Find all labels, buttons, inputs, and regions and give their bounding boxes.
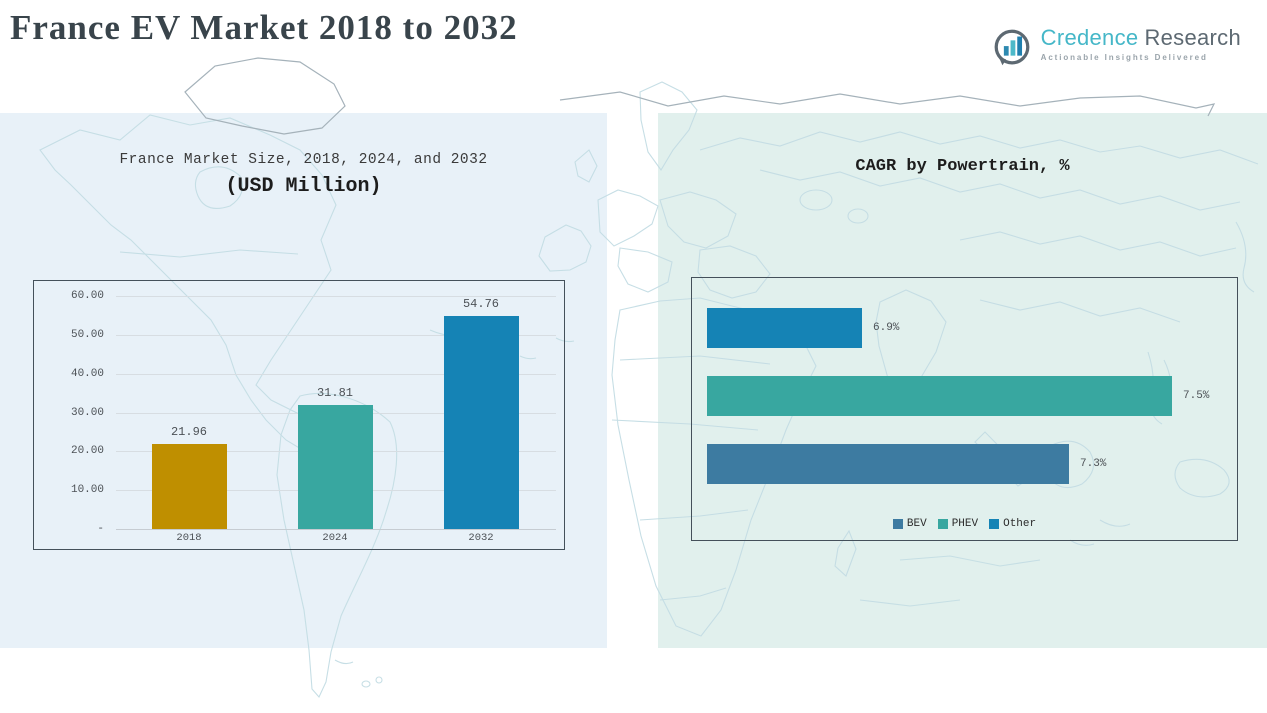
brand-tagline: Actionable Insights Delivered (1040, 53, 1208, 62)
bar-column: 31.81 (263, 386, 408, 529)
bar-value-label: 21.96 (170, 424, 207, 439)
x-axis-label: 2024 (322, 532, 348, 544)
brand-primary: Credence (1040, 25, 1139, 50)
hbar-phev (707, 376, 1172, 416)
x-axis-label: 2032 (468, 532, 494, 544)
legend-label: BEV (906, 518, 927, 530)
legend-swatch (989, 519, 1000, 529)
cagr-chart-title: CAGR by Powertrain, % (855, 157, 1070, 176)
cagr-chart: 6.9% 7.5% 7.3% BEV PHEV Other (691, 277, 1238, 541)
bar-column: 54.76 (409, 297, 554, 529)
plot-area: 21.96 31.81 54.76 (116, 296, 554, 529)
hbar-row: 7.3% (707, 444, 1237, 484)
legend-item: BEV (892, 518, 927, 530)
page-title: France EV Market 2018 to 2032 (10, 8, 518, 47)
legend-label: PHEV (951, 518, 979, 530)
hbar-rows: 6.9% 7.5% 7.3% (707, 308, 1237, 484)
y-axis-label: 30.00 (70, 406, 104, 419)
y-axis-label: - (97, 523, 104, 535)
legend-label: Other (1003, 518, 1037, 530)
y-axis-label: 60.00 (70, 290, 104, 302)
x-axis-label: 2018 (176, 532, 202, 544)
legend: BEV PHEV Other (692, 518, 1237, 530)
hbar-value-label: 7.5% (1183, 390, 1210, 402)
legend-item: PHEV (937, 518, 979, 530)
logo: Credence Research Actionable Insights Del… (990, 26, 1241, 70)
hbar-value-label: 6.9% (873, 322, 900, 334)
legend-swatch (892, 519, 903, 529)
hbar-row: 7.5% (707, 376, 1237, 416)
bar-value-label: 54.76 (462, 297, 499, 312)
hbar-row: 6.9% (707, 308, 1237, 348)
y-axis-label: 10.00 (70, 484, 104, 497)
bar-2024 (297, 405, 373, 529)
legend-swatch (937, 519, 948, 529)
market-size-chart-header: France Market Size, 2018, 2024, and 2032… (0, 152, 607, 198)
y-axis-label: 50.00 (70, 328, 104, 341)
bar-2032 (443, 316, 519, 529)
bar-2018 (151, 443, 227, 529)
bar-chart-bubble-icon (994, 29, 1030, 66)
x-axis: 2018 2024 2032 (116, 532, 554, 544)
logo-text: Credence Research Actionable Insights Del… (1040, 26, 1241, 63)
market-size-chart: 60.00 50.00 40.00 30.00 20.00 10.00 - 21.96 31.… (33, 280, 565, 550)
brand-name: Credence Research (1041, 26, 1241, 50)
hbar-other (707, 308, 862, 348)
y-axis-label: 20.00 (70, 445, 104, 458)
bar-column: 21.96 (117, 425, 262, 529)
brand-secondary: Research (1144, 25, 1241, 50)
gridline (116, 529, 556, 530)
hbar-bev (707, 444, 1069, 484)
legend-item: Other (989, 518, 1036, 530)
chart-subtitle: (USD Million) (225, 175, 382, 198)
y-axis-label: 40.00 (70, 367, 104, 380)
hbar-value-label: 7.3% (1080, 458, 1107, 470)
bar-value-label: 31.81 (316, 386, 353, 401)
chart-title: France Market Size, 2018, 2024, and 2032 (119, 152, 488, 168)
